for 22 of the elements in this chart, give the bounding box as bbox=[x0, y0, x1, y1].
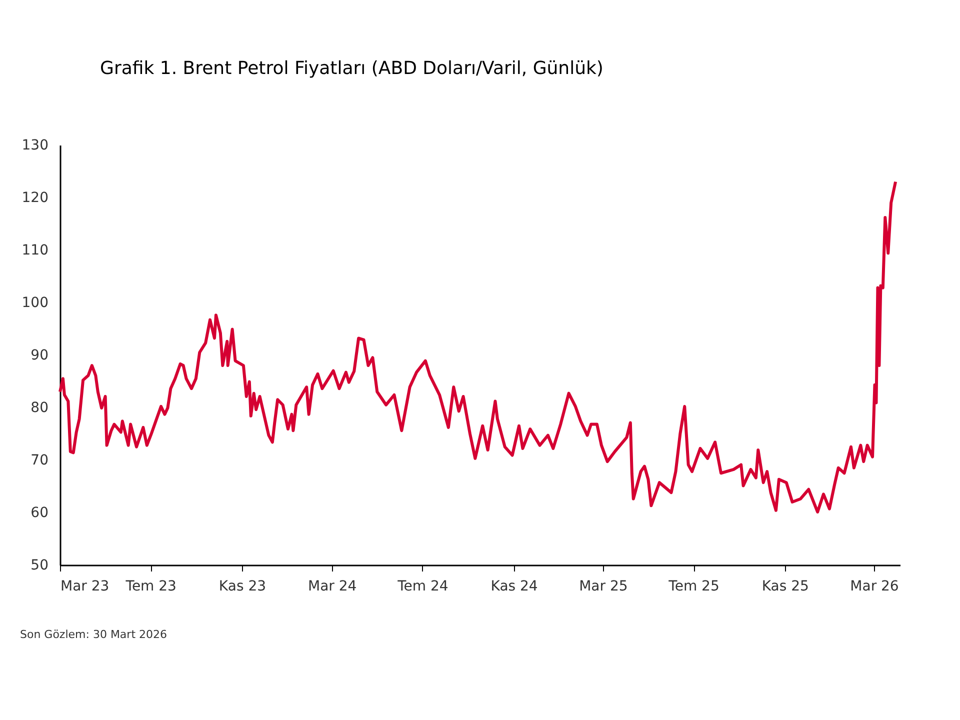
x-tick-label: Tem 24 bbox=[396, 578, 448, 594]
y-tick-label: 100 bbox=[22, 295, 48, 311]
x-tick-label: Mar 26 bbox=[850, 578, 899, 594]
y-tick-label: 80 bbox=[30, 400, 48, 416]
y-tick-label: 130 bbox=[22, 138, 48, 154]
line-series bbox=[58, 180, 898, 514]
x-tick-label: Tem 25 bbox=[668, 578, 720, 594]
y-tick-label: 60 bbox=[30, 505, 48, 521]
y-tick-label: 120 bbox=[22, 190, 48, 206]
y-tick-label: 50 bbox=[30, 558, 48, 574]
x-tick-label: Mar 25 bbox=[579, 578, 628, 594]
x-tick-label: Mar 23 bbox=[60, 578, 110, 594]
x-tick-label: Mar 24 bbox=[308, 578, 357, 594]
text: Son Gözlem: 30 Mart 2026 bbox=[20, 628, 168, 641]
y-tick-label: 90 bbox=[30, 348, 48, 364]
y-tick-label: 70 bbox=[30, 452, 48, 468]
x-tick-label: Tem 23 bbox=[124, 578, 176, 594]
x-tick-label: Kas 23 bbox=[218, 578, 266, 594]
chart-title: Grafik 1. Brent Petrol Fiyatları (ABD Doları/Varil, Günlük) bbox=[100, 58, 604, 79]
y-tick-label: 110 bbox=[22, 242, 48, 258]
x-tick-label: Kas 24 bbox=[490, 578, 538, 594]
x-tick-label: Kas 25 bbox=[762, 578, 809, 594]
